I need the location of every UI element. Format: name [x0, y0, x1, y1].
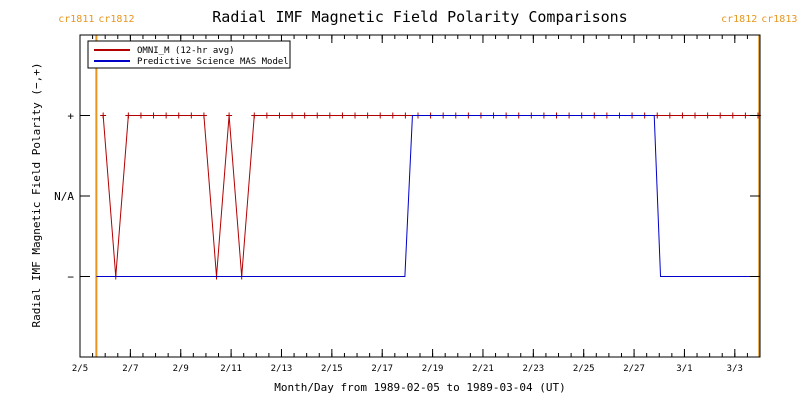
series-line-1 — [96, 115, 760, 277]
data-point — [729, 112, 736, 119]
x-tick-label: 3/1 — [676, 364, 692, 374]
data-point — [314, 112, 321, 119]
data-point — [364, 112, 371, 119]
data-point — [389, 112, 396, 119]
data-point — [402, 112, 409, 119]
x-tick-label: 2/23 — [522, 364, 544, 374]
data-point — [200, 112, 207, 119]
y-axis-label: Radial IMF Magnetic Field Polarity (−,+) — [30, 63, 43, 328]
carrington-label-left: cr1812 — [721, 14, 757, 25]
data-point — [175, 112, 182, 119]
series-layer — [96, 112, 761, 280]
chart-title: Radial IMF Magnetic Field Polarity Compa… — [212, 8, 627, 26]
data-point — [188, 112, 195, 119]
x-tick-label: 2/9 — [173, 364, 189, 374]
y-tick-label: N/A — [54, 190, 74, 203]
x-tick-label: 3/3 — [727, 364, 743, 374]
data-point — [226, 112, 233, 119]
carrington-label-right: cr1813 — [761, 14, 797, 25]
x-tick-label: 2/17 — [371, 364, 393, 374]
data-point — [704, 112, 711, 119]
data-point — [742, 112, 749, 119]
plot-frame — [79, 34, 761, 358]
data-point — [163, 112, 170, 119]
x-axis-label: Month/Day from 1989-02-05 to 1989-03-04 … — [274, 381, 565, 394]
data-point — [679, 112, 686, 119]
legend-label: Predictive Science MAS Model — [137, 57, 289, 67]
data-point — [251, 112, 258, 119]
data-point — [692, 112, 699, 119]
data-point — [301, 112, 308, 119]
data-point — [137, 112, 144, 119]
legend: OMNI_M (12-hr avg)Predictive Science MAS… — [87, 40, 291, 69]
x-tick-label: 2/11 — [220, 364, 242, 374]
data-point — [352, 112, 359, 119]
data-point — [150, 112, 157, 119]
data-point — [289, 112, 296, 119]
data-point — [263, 112, 270, 119]
y-tick-label: − — [67, 271, 74, 284]
x-tick-label: 2/15 — [321, 364, 343, 374]
x-tick-label: 2/27 — [623, 364, 645, 374]
x-tick-label: 2/19 — [422, 364, 444, 374]
x-tick-label: 2/5 — [72, 364, 88, 374]
data-point — [125, 112, 132, 119]
y-tick-label: + — [67, 110, 74, 123]
data-point — [717, 112, 724, 119]
legend-box — [87, 40, 291, 69]
data-point — [654, 112, 661, 119]
data-point — [377, 112, 384, 119]
x-tick-label: 2/7 — [122, 364, 138, 374]
x-tick-label: 2/13 — [271, 364, 293, 374]
x-tick-label: 2/25 — [573, 364, 595, 374]
carrington-label-right: cr1812 — [98, 14, 134, 25]
data-point — [326, 112, 333, 119]
legend-label: OMNI_M (12-hr avg) — [137, 46, 235, 56]
data-point — [666, 112, 673, 119]
carrington-label-left: cr1811 — [58, 14, 94, 25]
data-point — [100, 112, 107, 119]
x-tick-label: 2/21 — [472, 364, 494, 374]
data-point — [276, 112, 283, 119]
data-point — [339, 112, 346, 119]
axis-ticks: 2/5 2/7 2/9 2/11 2/13 2/15 2/17 2/19 2/21 2/23 2/2… — [54, 35, 761, 374]
